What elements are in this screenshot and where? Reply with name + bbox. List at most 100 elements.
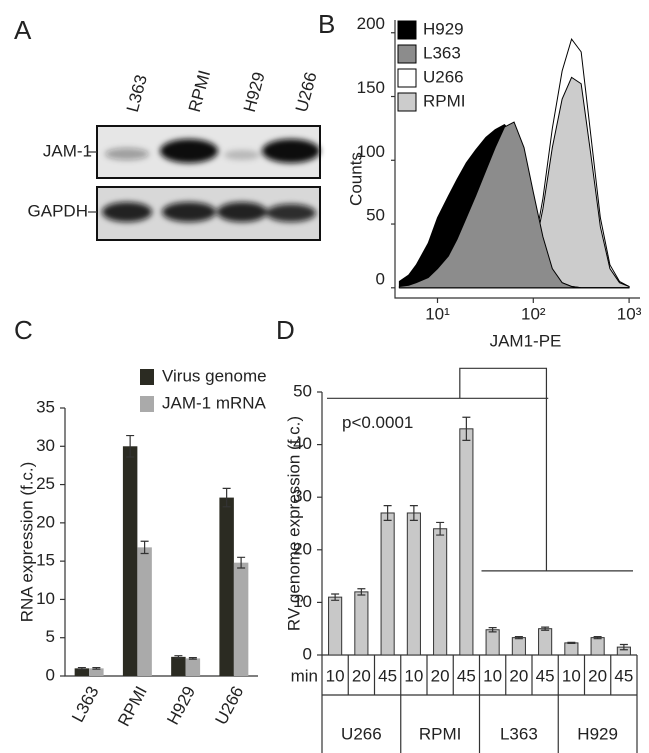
bar	[89, 668, 104, 676]
legend-label: H929	[423, 19, 464, 38]
row-label: JAM-1	[43, 141, 92, 160]
x-tick-label: 10	[326, 666, 345, 685]
x-tick-label: 20	[509, 666, 528, 685]
panel-label: D	[276, 315, 295, 345]
error-bar	[77, 666, 86, 670]
histogram-area	[398, 121, 630, 289]
bar	[122, 446, 138, 676]
bar	[459, 428, 474, 656]
error-bar	[593, 635, 602, 640]
band	[266, 204, 316, 222]
legend-swatch	[140, 369, 154, 385]
x-tick-label: 10³	[617, 304, 642, 323]
error-bar	[331, 593, 340, 601]
lane-label: L363	[123, 73, 151, 114]
error-bar	[541, 626, 550, 631]
error-bar	[567, 641, 576, 645]
y-axis-label: RV genome expression (f.c.)	[284, 416, 303, 631]
error-bar	[126, 434, 135, 458]
bar	[538, 628, 553, 656]
y-tick-label: 150	[357, 78, 385, 97]
y-tick-label: 50	[366, 206, 385, 225]
x-tick-label: L363	[68, 683, 103, 725]
legend-swatch	[397, 44, 417, 64]
bar	[354, 591, 369, 656]
group-label: H929	[577, 724, 618, 743]
y-tick-label: 0	[303, 644, 312, 663]
x-tick-label: 45	[614, 666, 633, 685]
error-bar	[436, 521, 445, 536]
band	[160, 139, 218, 163]
x-tick-label: 10²	[521, 304, 546, 323]
x-tick-label: 20	[352, 666, 371, 685]
bar	[380, 512, 395, 656]
y-tick-label: 20	[36, 512, 55, 531]
bar	[433, 528, 448, 656]
band	[105, 148, 149, 160]
band	[217, 202, 267, 222]
band	[262, 139, 320, 163]
y-axis-label: Counts	[346, 152, 365, 206]
error-bar	[174, 655, 183, 659]
row-label: GAPDH	[28, 201, 88, 220]
lane-labels: L363 RPMI H929 U266	[123, 68, 321, 114]
x-tick-label: RPMI	[114, 683, 151, 729]
bar	[185, 658, 201, 676]
x-tick-label: 10	[404, 666, 423, 685]
x-tick-label: 20	[588, 666, 607, 685]
category-unit: min	[291, 666, 318, 685]
legend-label: Virus genome	[162, 366, 267, 385]
bar	[328, 596, 343, 656]
bar	[564, 642, 579, 656]
x-tick-label: 45	[536, 666, 555, 685]
lane-label: RPMI	[185, 68, 214, 114]
x-axis-label: JAM1-PE	[490, 331, 562, 350]
error-bar	[488, 627, 497, 633]
lane-label: U266	[292, 70, 321, 114]
x-tick-label: 45	[457, 666, 476, 685]
y-tick-label: 30	[293, 487, 312, 506]
x-tick-label: 10	[483, 666, 502, 685]
bar	[171, 656, 186, 676]
x-tick-label: U266	[212, 683, 248, 728]
error-bar	[140, 540, 149, 555]
x-tick-label: 45	[378, 666, 397, 685]
x-tick-label: 10¹	[425, 304, 450, 323]
significance-bracket	[327, 367, 633, 572]
error-bar	[92, 666, 101, 670]
x-tick-label: H929	[163, 683, 199, 728]
group-label: L363	[500, 724, 538, 743]
bar	[219, 497, 234, 676]
x-tick-label: 10	[562, 666, 581, 685]
error-bar	[462, 416, 471, 441]
band	[224, 150, 260, 160]
bar	[485, 629, 500, 656]
x-tick-label: 20	[431, 666, 450, 685]
legend-swatch	[397, 92, 417, 112]
legend-swatch	[397, 68, 417, 88]
y-tick-label: 15	[36, 551, 55, 570]
group-label: RPMI	[419, 724, 462, 743]
error-bar	[383, 505, 392, 521]
axis	[394, 20, 640, 299]
y-tick-label: 35	[36, 397, 55, 416]
y-tick-label: 50	[293, 381, 312, 400]
bar	[233, 562, 249, 676]
error-bar	[237, 556, 246, 569]
error-bar	[222, 487, 231, 508]
y-tick-label: 20	[293, 539, 312, 558]
annotation: p<0.0001	[342, 413, 413, 432]
bar	[590, 637, 605, 656]
y-axis-label: RNA expression (f.c.)	[17, 462, 36, 623]
bar	[511, 637, 526, 656]
y-tick-label: 200	[357, 14, 385, 33]
panel-label: B	[318, 9, 335, 39]
band	[162, 202, 216, 222]
legend-label: U266	[423, 67, 464, 86]
y-tick-label: 100	[357, 142, 385, 161]
group-label: U266	[341, 724, 382, 743]
y-tick-label: 10	[293, 592, 312, 611]
bands	[102, 139, 320, 222]
y-tick-label: 10	[36, 589, 55, 608]
